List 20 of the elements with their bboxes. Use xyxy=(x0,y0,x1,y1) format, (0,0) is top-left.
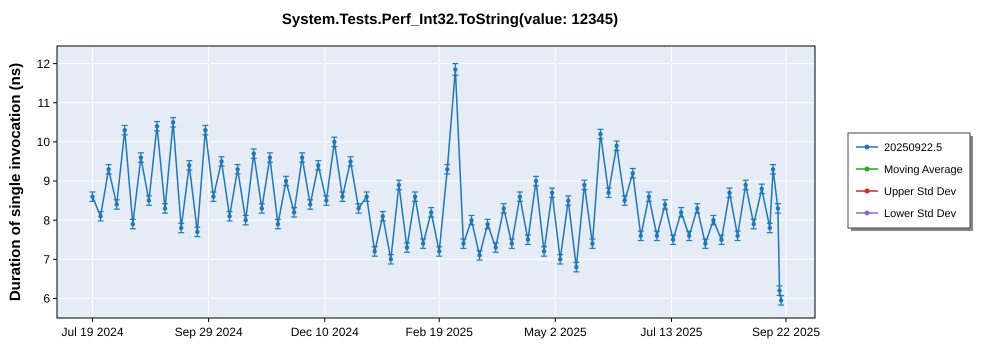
y-tick-label: 10 xyxy=(36,135,50,150)
legend-label: Lower Std Dev xyxy=(884,208,957,220)
x-tick-label: Jul 13 2025 xyxy=(640,325,703,339)
y-axis-title: Duration of single invocation (ns) xyxy=(7,62,24,302)
x-tick-label: Feb 19 2025 xyxy=(406,325,474,339)
y-tick-label: 8 xyxy=(43,213,50,228)
x-tick-label: May 2 2025 xyxy=(524,325,588,339)
y-tick-label: 9 xyxy=(43,174,50,188)
legend-label: Moving Average xyxy=(884,164,963,176)
chart-title: System.Tests.Perf_Int32.ToString(value: 12345) xyxy=(282,11,618,28)
y-tick-label: 12 xyxy=(36,56,50,71)
y-tick-label: 11 xyxy=(38,96,50,110)
x-tick-label: Sep 22 2025 xyxy=(752,325,820,339)
legend-label: Upper Std Dev xyxy=(884,186,957,198)
x-tick-label: Dec 10 2024 xyxy=(290,325,360,339)
x-tick-label: Sep 29 2024 xyxy=(174,325,243,339)
legend-label: 20250922.5 xyxy=(884,142,942,154)
y-tick-label: 6 xyxy=(43,292,50,306)
y-tick-label: 7 xyxy=(43,252,50,266)
x-tick-label: Jul 19 2024 xyxy=(61,325,124,339)
